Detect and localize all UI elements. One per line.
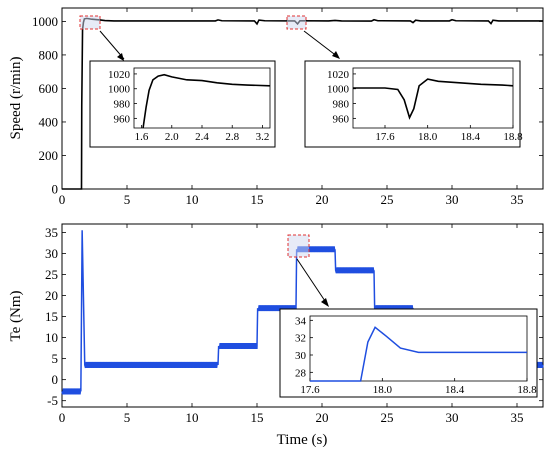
x-tick-label: 20: [316, 192, 329, 207]
y-tick-label: 25: [45, 267, 58, 282]
inset-plot-frame: [309, 315, 528, 382]
x-tick-label: 1.6: [135, 131, 149, 143]
speed-panel: 0 5 10 15 20 25 30 35 0 200 400 600 800 1000 Speed (r…: [8, 7, 544, 207]
x-tick-label: 15: [251, 192, 264, 207]
torque-inset: 17.6 18.0 18.4 18.8 28 30 32 34: [279, 308, 538, 398]
x-tick-label: 2.4: [195, 131, 209, 143]
y-tick-label: 400: [39, 114, 59, 129]
torque-y-axis-label: Te (Nm): [8, 290, 24, 341]
y-tick-label: 1000: [108, 84, 131, 96]
y-tick-label: 960: [114, 113, 131, 125]
speed-plot-frame: [61, 7, 544, 190]
arrow-to-inset-startup: [99, 30, 125, 60]
y-tick-label: 600: [39, 81, 59, 96]
x-tick-label: 18.0: [418, 131, 438, 143]
x-tick-label: 17.6: [375, 131, 395, 143]
x-tick-label: 35: [511, 192, 524, 207]
x-tick-label: 0: [59, 192, 66, 207]
y-tick-label: 200: [39, 148, 59, 163]
inset-ticks: 1.6 2.0 2.4 2.8 3.2 960 980 1000 1020: [108, 69, 269, 143]
inset-ticks: 17.6 18.0 18.4 18.8 960 980 1000 1020: [327, 69, 523, 143]
speed-inset-load-step: 17.6 18.0 18.4 18.8 960 980 1000 1020: [304, 60, 523, 148]
x-tick-label: 15: [251, 410, 264, 425]
x-tick-label: 18.4: [445, 384, 465, 396]
y-tick-label: 5: [52, 351, 59, 366]
x-tick-label: 25: [381, 192, 394, 207]
x-tick-label: 30: [446, 410, 459, 425]
x-tick-label: 30: [446, 192, 459, 207]
x-tick-label: 10: [186, 192, 199, 207]
x-tick-label: 10: [186, 410, 199, 425]
time-x-axis-label: Time (s): [277, 432, 328, 448]
y-tick-label: 35: [45, 225, 58, 240]
speed-inset-startup: 1.6 2.0 2.4 2.8 3.2 960 980 1000 1020: [89, 60, 276, 148]
y-tick-label: 10: [45, 330, 58, 345]
y-tick-label: 980: [333, 99, 350, 111]
x-tick-label: 5: [124, 410, 131, 425]
inset-series-line: [142, 73, 271, 129]
x-tick-label: 18.8: [517, 384, 537, 396]
y-tick-label: 980: [114, 99, 131, 111]
y-tick-label: 0: [52, 182, 59, 197]
x-tick-label: 2.0: [165, 131, 179, 143]
x-tick-label: 0: [59, 410, 66, 425]
y-tick-label: 20: [45, 288, 58, 303]
y-tick-label: 0: [52, 372, 59, 387]
y-tick-label: 1000: [32, 14, 58, 29]
speed-ticks: 0 5 10 15 20 25 30 35 0 200 400 600 800 1000: [32, 8, 543, 207]
y-tick-label: 34: [295, 315, 307, 327]
x-tick-label: 3.2: [256, 131, 270, 143]
inset-ticks: 17.6 18.0 18.4 18.8 28 30 32 34: [295, 315, 537, 396]
inset-series-line: [310, 326, 527, 382]
inset-series-line: [353, 78, 514, 120]
x-tick-label: 2.8: [225, 131, 239, 143]
torque-plot-frame: [61, 223, 544, 408]
arrow-to-inset-torque: [296, 258, 328, 305]
y-tick-label: 30: [295, 350, 307, 362]
x-tick-label: 25: [381, 410, 394, 425]
speed-y-axis-label: Speed (r/min): [8, 57, 24, 140]
y-tick-label: 1020: [108, 69, 131, 81]
y-tick-label: 32: [295, 333, 306, 345]
x-tick-label: 35: [511, 410, 524, 425]
arrowhead: [321, 298, 329, 307]
y-tick-label: 15: [45, 309, 58, 324]
x-tick-label: 18.0: [373, 384, 393, 396]
x-tick-label: 20: [316, 410, 329, 425]
y-tick-label: 1020: [327, 69, 350, 81]
arrowhead: [332, 51, 340, 59]
zoom-box-load-step: [286, 15, 307, 30]
x-tick-label: 17.6: [300, 384, 320, 396]
y-tick-label: 800: [39, 47, 59, 62]
y-tick-label: -5: [47, 393, 58, 408]
y-tick-label: 1000: [327, 84, 350, 96]
y-tick-label: 30: [45, 246, 58, 261]
inset-plot-frame: [352, 67, 514, 129]
x-tick-label: 5: [124, 192, 131, 207]
zoom-box-startup: [79, 15, 101, 30]
arrow-to-inset-load-step: [303, 30, 339, 58]
x-tick-label: 18.8: [503, 131, 523, 143]
y-tick-label: 28: [295, 367, 307, 379]
arrowhead: [117, 53, 124, 61]
zoom-box-torque-step: [287, 234, 310, 258]
y-tick-label: 960: [333, 113, 350, 125]
x-tick-label: 18.4: [461, 131, 481, 143]
